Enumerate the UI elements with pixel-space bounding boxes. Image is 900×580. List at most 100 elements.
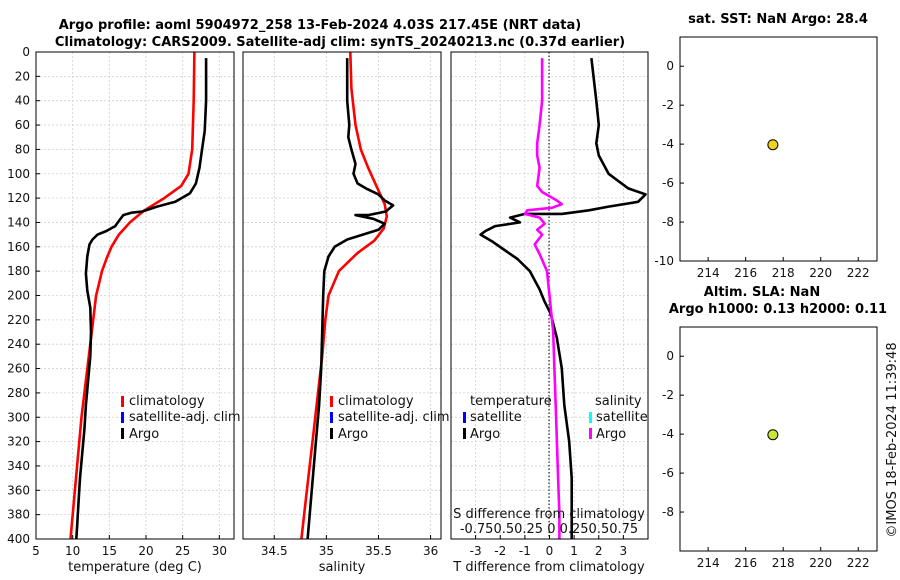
x-tick-label: -3 [470,544,482,558]
float-position-point [767,139,779,151]
y-tick-label: -8 [662,215,674,229]
y-tick-label: 400 [7,532,30,546]
x-tick-label: 36 [423,544,438,558]
legend-swatch-t-satellite [463,412,466,423]
y-tick-label: 140 [7,215,30,229]
sst-title: sat. SST: NaN Argo: 28.4 [688,12,868,27]
x-tick-label: 3 [620,544,628,558]
figure-title-line2: Climatology: CARS2009. Satellite-adj cli… [55,35,625,50]
y-tick-label: 280 [7,386,30,400]
y-tick-label: -4 [662,427,674,441]
x-tick-label: 35 [319,544,334,558]
y-tick-label: 260 [7,362,30,376]
y-tick-label: 360 [7,483,30,497]
legend-label-argo: Argo [338,427,368,442]
x-tick-label: 2 [595,544,603,558]
legend-label-climatology: climatology [338,394,414,409]
y-tick-label: 340 [7,459,30,473]
legend-swatch-climatology [121,396,124,407]
x-tick-label: 35.5 [365,544,392,558]
figure-title-line1: Argo profile: aoml 5904972_258 13-Feb-20… [59,18,581,33]
y-tick-label: -8 [662,505,674,519]
legend-label-satellite: satellite-adj. clim [338,410,450,425]
y-tick-label: 180 [7,264,30,278]
legend-title-temperature: temperature [470,394,552,409]
sla-panel: Altim. SLA: NaN Argo h1000: 0.13 h2000: … [662,285,887,570]
imos-timestamp: ©IMOS 18-Feb-2024 11:39:48 [885,342,900,537]
x-tick-label: 222 [847,266,870,280]
x-tick-label: 10 [65,544,80,558]
x-tick-label: 15 [102,544,117,558]
difference-top-xlabel: S difference from climatology [453,507,645,522]
y-tick-label: 80 [15,142,30,156]
x-tick-label: 222 [847,556,870,570]
series-line-climatology [300,51,389,540]
legend-swatch-satellite [330,412,333,423]
x-tick-label: -2 [494,544,506,558]
difference-panel: -3 -2 -1 0 1 2 3 S difference from climatology… [450,51,649,575]
legend-swatch-argo [330,428,333,439]
x-tick-label: -1 [519,544,531,558]
y-tick-label: -6 [662,466,674,480]
x-tick-label: 214 [697,266,720,280]
y-tick-label: 220 [7,313,30,327]
legend-label-climatology: climatology [129,394,205,409]
x-tick-label: 220 [809,266,832,280]
x-tick-label: 0 [546,544,554,558]
series-line-climatology [69,51,196,540]
legend-swatch-t-argo [463,428,466,439]
y-tick-label: 60 [15,118,30,132]
series-line-s-argo-clim [523,58,564,539]
legend-label-s-satellite: satellite [596,410,648,425]
difference-top-xticks: -0.750.50.25 0 0.250.50.75 [460,522,638,537]
series-line-argo [306,58,395,540]
x-tick-label: 25 [175,544,190,558]
x-tick-label: 34.5 [261,544,288,558]
y-tick-label: 300 [7,410,30,424]
legend-label-s-argo: Argo [596,427,626,442]
difference-legend: temperature satellite Argo salinity sate… [463,394,648,442]
x-tick-label: 5 [32,544,40,558]
y-tick-label: 40 [15,94,30,108]
salinity-xlabel: salinity [319,560,366,575]
legend-swatch-climatology [330,396,333,407]
legend-swatch-s-argo [589,428,592,439]
temperature-legend: climatology satellite-adj. clim Argo [121,394,241,442]
y-tick-label: 160 [7,240,30,254]
legend-swatch-argo [121,428,124,439]
x-tick-label: 216 [734,266,757,280]
x-tick-label: 214 [697,556,720,570]
salinity-panel: 34.5 35 35.5 36 salinity climatology satell… [242,51,450,575]
temperature-panel: 0 20 40 60 80 100 120 140 160 180 200 220 240 260 280 3… [7,45,241,575]
legend-label-argo: Argo [129,427,159,442]
salinity-legend: climatology satellite-adj. clim Argo [330,394,450,442]
x-tick-label: 218 [772,556,795,570]
y-tick-label: -6 [662,176,674,190]
x-tick-label: 220 [809,556,832,570]
legend-label-t-argo: Argo [470,427,500,442]
y-tick-label: 20 [15,69,30,83]
sla-title-line2: Argo h1000: 0.13 h2000: 0.11 [669,302,887,317]
float-position-point [767,429,779,441]
x-tick-label: 20 [138,544,153,558]
y-tick-label: 100 [7,167,30,181]
legend-title-salinity: salinity [595,394,642,409]
legend-label-t-satellite: satellite [470,410,522,425]
sst-panel: sat. SST: NaN Argo: 28.4 0 -2 -4 -6 -8 -10 21… [654,12,878,280]
y-tick-label: -2 [662,98,674,112]
y-tick-label: -10 [654,254,674,268]
x-tick-label: 218 [772,266,795,280]
difference-xlabel: T difference from climatology [452,560,645,575]
y-tick-label: 240 [7,337,30,351]
y-tick-label: -4 [662,137,674,151]
series-line-t-argo-clim [479,57,647,539]
y-tick-label: 120 [7,191,30,205]
y-tick-label: 320 [7,435,30,449]
legend-swatch-s-satellite [589,412,592,423]
y-tick-label: 200 [7,289,30,303]
y-tick-label: -2 [662,388,674,402]
x-tick-label: 30 [212,544,227,558]
y-tick-label: 380 [7,508,30,522]
x-tick-label: 216 [734,556,757,570]
